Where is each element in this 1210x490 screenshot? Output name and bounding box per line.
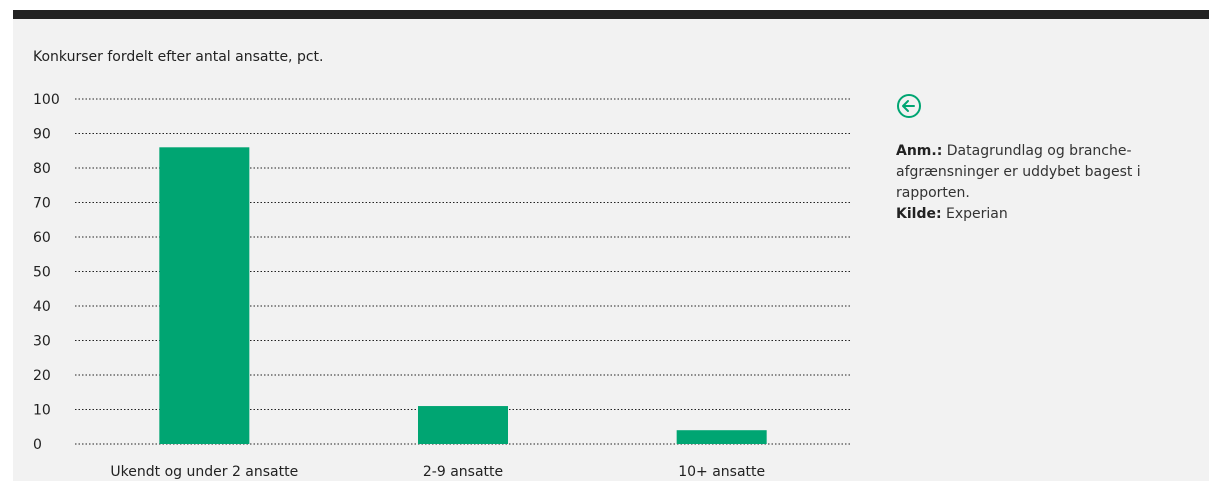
x-tick-label: Ukendt og under 2 ansatte — [110, 464, 298, 480]
y-tick-label: 40 — [33, 299, 51, 315]
arrow-left-circle-icon — [897, 94, 921, 118]
y-tick-label: 10 — [33, 403, 51, 419]
note-kilde-label: Kilde: — [896, 206, 942, 222]
y-tick-label: 30 — [33, 334, 51, 350]
back-button[interactable] — [896, 93, 922, 119]
y-tick-label: 70 — [33, 196, 51, 212]
y-tick-label: 100 — [33, 92, 60, 108]
bar — [676, 430, 767, 444]
note-anm-text: Datagrundlag og branche-afgrænsninger er… — [896, 143, 1141, 201]
chart-title: Konkurser fordelt efter antal ansatte, p… — [33, 49, 324, 65]
y-tick-label: 90 — [33, 127, 51, 143]
note-kilde: Kilde: Experian — [896, 206, 1008, 222]
bar-chart: 0 10 20 30 40 50 60 70 80 90 100 Ukendt og under 2 … — [33, 92, 851, 480]
y-tick-label: 0 — [33, 437, 42, 453]
x-tick-label: 10+ ansatte — [678, 464, 765, 480]
bar — [418, 406, 508, 444]
note-kilde-text: Experian — [946, 206, 1008, 222]
y-tick-label: 80 — [33, 161, 51, 177]
figure-panel: Konkurser fordelt efter antal ansatte, p… — [13, 10, 1209, 481]
note-anm: Anm.: Datagrundlag og branche-afgrænsnin… — [896, 143, 1141, 201]
x-tick-label: 2-9 ansatte — [423, 464, 503, 480]
y-tick-label: 50 — [33, 265, 51, 281]
y-tick-label: 20 — [33, 368, 51, 384]
chart-notes: Anm.: Datagrundlag og branche-afgrænsnin… — [896, 141, 1196, 225]
note-anm-label: Anm.: — [896, 143, 943, 159]
bar — [159, 147, 250, 445]
y-tick-label: 60 — [33, 230, 51, 246]
